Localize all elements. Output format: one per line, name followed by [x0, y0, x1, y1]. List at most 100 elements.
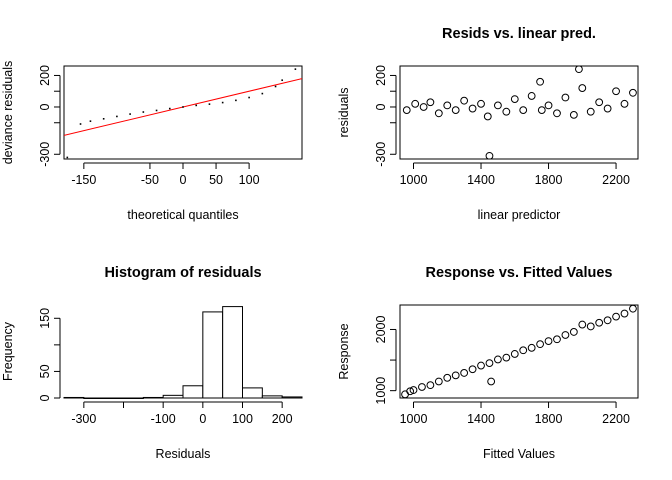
data-point: [418, 383, 426, 391]
x-tick-label: 0: [199, 412, 206, 426]
data-point: [195, 104, 198, 107]
data-point: [402, 106, 411, 115]
data-point: [569, 110, 578, 119]
data-point: [586, 322, 595, 331]
x-tick-label: -50: [141, 173, 159, 187]
data-point: [451, 371, 460, 380]
histogram-bar: [222, 306, 244, 399]
x-tick-label: 1800: [535, 173, 563, 187]
data-point: [281, 79, 283, 81]
data-point: [561, 93, 570, 102]
histogram-bar: [242, 387, 263, 399]
x-tick-label: 200: [272, 412, 293, 426]
data-point: [527, 343, 536, 352]
x-tick-label: 1000: [400, 173, 428, 187]
histogram-bar: [63, 396, 85, 399]
histogram-bar: [162, 394, 184, 399]
data-point: [411, 99, 420, 108]
x-axis-label: Residuals: [156, 447, 211, 461]
histogram-bar: [202, 311, 224, 399]
data-point: [426, 381, 435, 390]
data-point: [553, 335, 561, 344]
x-tick-label: 2200: [602, 173, 630, 187]
data-point: [620, 309, 629, 318]
y-tick-label: -300: [374, 142, 388, 167]
data-point: [487, 377, 496, 386]
y-tick-label: 150: [38, 308, 52, 329]
data-point: [434, 109, 443, 118]
panel-qq-plot: -150 -50 0 50 100 -300 0 200 theoretical quantil…: [1, 61, 303, 222]
data-point: [569, 328, 578, 336]
data-point: [536, 340, 544, 349]
x-tick-label: 1400: [467, 412, 495, 426]
x-tick-label: 1800: [535, 412, 563, 426]
data-point: [66, 156, 69, 159]
data-point: [494, 101, 502, 110]
data-point: [182, 106, 184, 108]
chart-title: Histogram of residuals: [104, 265, 261, 281]
data-point: [261, 92, 264, 95]
x-axis-label: Fitted Values: [483, 447, 555, 461]
data-point: [443, 373, 452, 382]
data-point: [294, 68, 297, 70]
data-point: [544, 101, 553, 110]
y-tick-label: 2000: [374, 316, 388, 344]
x-tick-label: 100: [239, 173, 260, 187]
data-point: [235, 99, 237, 102]
data-point: [620, 99, 629, 108]
data-point: [629, 88, 637, 97]
data-point: [419, 103, 428, 111]
x-tick-label: -100: [151, 412, 176, 426]
data-point: [510, 350, 519, 358]
data-point: [578, 320, 587, 329]
data-point: [451, 106, 460, 115]
data-point: [595, 318, 604, 327]
y-tick-label: 0: [374, 103, 388, 110]
data-point: [494, 355, 502, 364]
histogram-bar: [103, 397, 124, 399]
x-tick-label: 2200: [602, 412, 630, 426]
data-point: [519, 106, 528, 115]
data-point: [510, 95, 519, 104]
data-point: [586, 107, 595, 116]
y-tick-label: 1000: [374, 377, 388, 405]
data-point: [406, 387, 415, 396]
data-point: [603, 316, 612, 325]
data-point: [102, 118, 105, 120]
data-point: [248, 96, 250, 99]
histogram-bar: [182, 385, 204, 399]
data-point: [561, 331, 570, 339]
y-axis-label: Frequency: [1, 321, 15, 381]
histogram-bar: [123, 397, 144, 399]
panel-resids-vs-linear-pred: Resids vs. linear pred. 1000 1400 1800 2200 -…: [337, 26, 639, 222]
y-axis-label: Response: [337, 323, 351, 379]
x-axis-label: theoretical quantiles: [127, 208, 238, 222]
data-point: [468, 104, 477, 113]
panel-response-vs-fitted: Response vs. Fitted Values 1000 1400 1800 22…: [337, 265, 639, 461]
y-axis-label: deviance residuals: [1, 61, 15, 165]
plot-frame: [399, 65, 639, 160]
y-tick-label: 50: [38, 364, 52, 378]
data-point: [612, 312, 620, 321]
histogram-bar: [281, 396, 303, 399]
histogram-bar: [142, 396, 164, 399]
data-point: [502, 107, 511, 116]
data-point: [116, 115, 118, 118]
data-point: [460, 96, 469, 105]
data-point: [483, 112, 492, 121]
data-point: [142, 111, 145, 113]
marks-layer: [401, 305, 637, 398]
data-point: [485, 151, 494, 159]
y-axis-label: residuals: [337, 87, 351, 137]
data-point: [595, 98, 604, 107]
data-point: [460, 369, 469, 377]
data-point: [168, 107, 171, 110]
data-point: [537, 106, 546, 115]
plot-frame: [63, 65, 303, 160]
y-tick-label: 0: [38, 394, 52, 401]
data-point: [629, 305, 637, 313]
x-tick-label: 100: [232, 412, 253, 426]
x-tick-label: 1400: [467, 173, 495, 187]
y-tick-label: 0: [38, 103, 52, 110]
y-tick-label: 200: [374, 65, 388, 86]
